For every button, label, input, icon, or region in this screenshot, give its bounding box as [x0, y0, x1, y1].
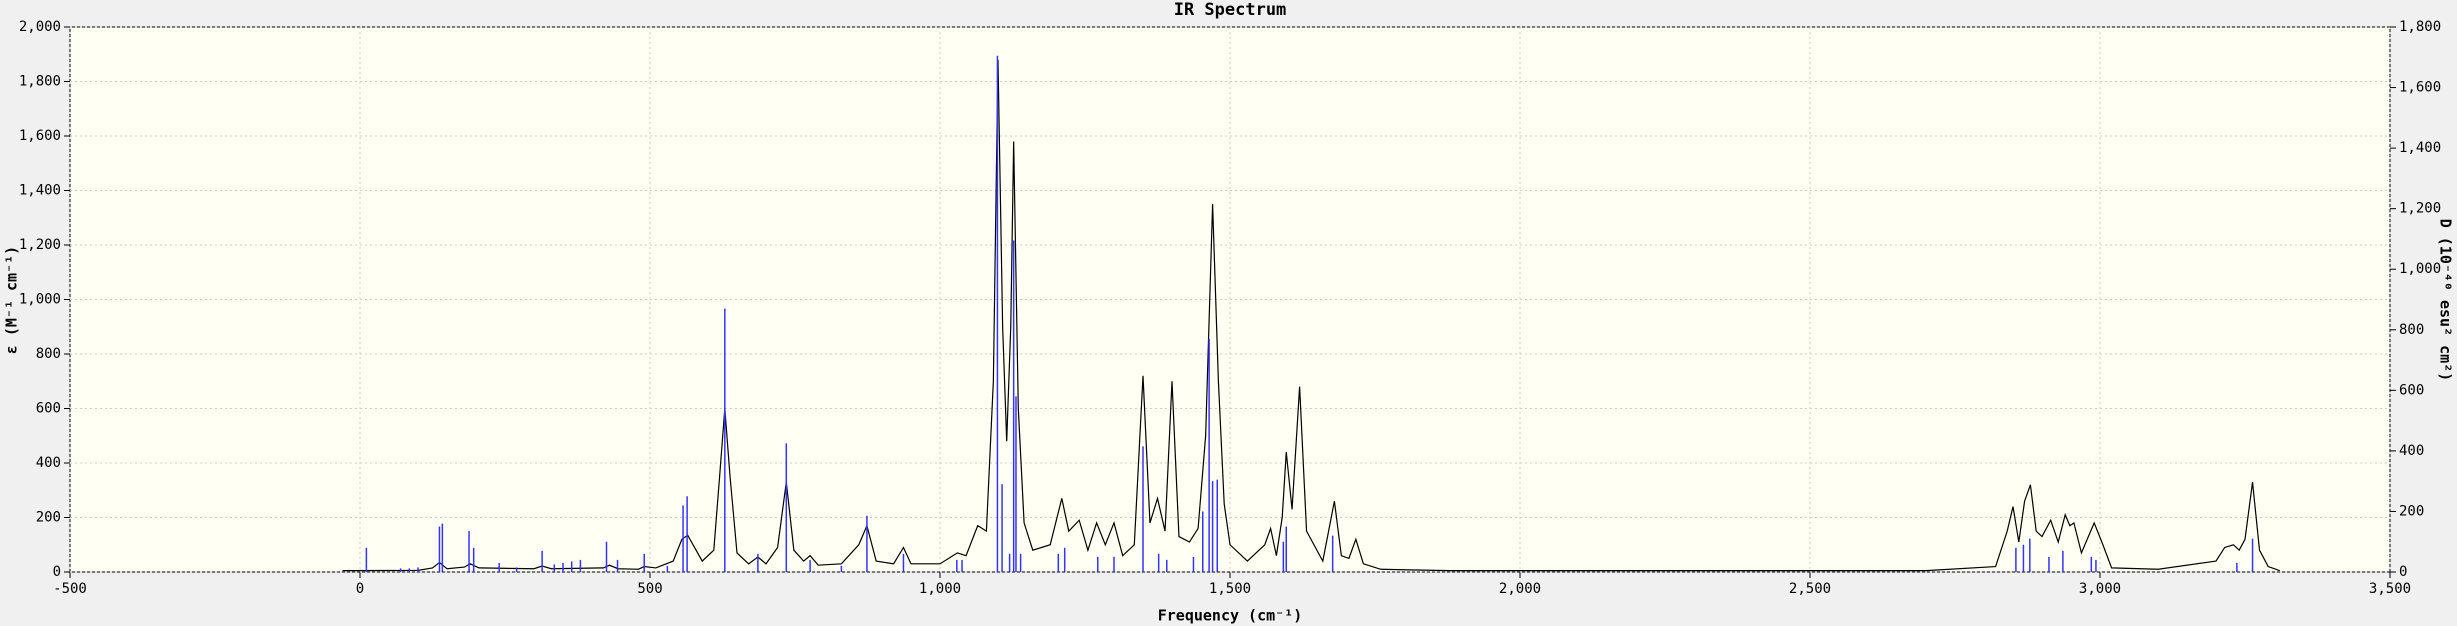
x-tick-label: 0 [356, 581, 364, 597]
chart-title: IR Spectrum [1174, 0, 1287, 20]
y-tick-label: 200 [36, 510, 61, 526]
y-tick-label: 1,400 [19, 183, 61, 199]
y2-tick-label: 1,000 [2399, 261, 2441, 277]
y2-tick-label: 600 [2399, 382, 2424, 398]
y-tick-label: 1,600 [19, 128, 61, 144]
y2-tick-label: 0 [2399, 564, 2407, 580]
y-tick-label: 0 [53, 564, 61, 580]
y2-tick-label: 200 [2399, 503, 2424, 519]
spectrum-line [342, 59, 2280, 572]
y2-tick-label: 1,600 [2399, 80, 2441, 96]
x-tick-label: -500 [53, 581, 87, 597]
y-tick-label: 400 [36, 455, 61, 471]
y2-axis-label: D (10⁻⁴⁰ esu² cm²) [2437, 219, 2455, 382]
x-tick-label: 2,500 [1789, 581, 1831, 597]
x-axis-label: Frequency (cm⁻¹) [1158, 607, 1303, 625]
x-tick-label: 3,000 [2079, 581, 2121, 597]
y2-tick-label: 1,400 [2399, 140, 2441, 156]
y2-tick-label: 1,200 [2399, 201, 2441, 217]
y-tick-label: 1,000 [19, 292, 61, 308]
y-tick-label: 2,000 [19, 19, 61, 35]
x-tick-label: 1,500 [1209, 581, 1251, 597]
y2-tick-label: 1,800 [2399, 19, 2441, 35]
y-tick-label: 800 [36, 346, 61, 362]
x-tick-label: 3,500 [2369, 581, 2411, 597]
x-tick-label: 1,000 [919, 581, 961, 597]
y-tick-label: 1,800 [19, 74, 61, 90]
y-axis-label: ε (M⁻¹ cm⁻¹) [3, 246, 21, 354]
y2-tick-label: 400 [2399, 443, 2424, 459]
y-tick-label: 600 [36, 401, 61, 417]
x-tick-label: 500 [637, 581, 662, 597]
y-tick-label: 1,200 [19, 237, 61, 253]
y2-tick-label: 800 [2399, 322, 2424, 338]
x-tick-label: 2,000 [1499, 581, 1541, 597]
